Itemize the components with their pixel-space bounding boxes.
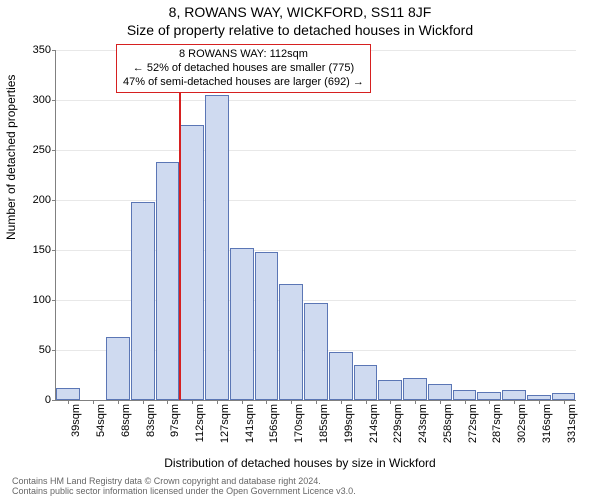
xtick-label: 199sqm (343, 404, 355, 443)
xtick-mark (415, 400, 416, 404)
ytick-mark (52, 350, 56, 351)
reference-line (179, 50, 181, 400)
annotation-line-2: ← 52% of detached houses are smaller (77… (123, 62, 364, 76)
annotation-line-3: 47% of semi-detached houses are larger (… (123, 76, 364, 90)
xtick-mark (564, 400, 565, 404)
histogram-bar (180, 125, 204, 400)
histogram-bar (403, 378, 427, 400)
xtick-mark (514, 400, 515, 404)
plot-area: 05010015020025030035039sqm54sqm68sqm83sq… (55, 50, 576, 401)
xtick-label: 170sqm (293, 404, 305, 443)
xtick-label: 68sqm (120, 404, 132, 437)
histogram-bar (131, 202, 155, 400)
ytick-label: 300 (21, 94, 51, 106)
histogram-bar (477, 392, 501, 400)
histogram-bar (354, 365, 378, 400)
histogram-bar (552, 393, 576, 400)
gridline (56, 200, 576, 201)
histogram-bar (106, 337, 130, 400)
ytick-label: 200 (21, 194, 51, 206)
xtick-mark (242, 400, 243, 404)
histogram-bar (156, 162, 180, 400)
x-axis-label: Distribution of detached houses by size … (0, 456, 600, 470)
ytick-mark (52, 250, 56, 251)
annotation-box: 8 ROWANS WAY: 112sqm← 52% of detached ho… (116, 44, 371, 93)
ytick-mark (52, 50, 56, 51)
histogram-bar (453, 390, 477, 400)
xtick-mark (366, 400, 367, 404)
xtick-label: 127sqm (219, 404, 231, 443)
histogram-bar (56, 388, 80, 400)
xtick-label: 272sqm (467, 404, 479, 443)
xtick-label: 287sqm (491, 404, 503, 443)
xtick-mark (539, 400, 540, 404)
ytick-mark (52, 150, 56, 151)
ytick-mark (52, 200, 56, 201)
xtick-mark (143, 400, 144, 404)
xtick-label: 83sqm (145, 404, 157, 437)
xtick-label: 39sqm (70, 404, 82, 437)
annotation-line-1: 8 ROWANS WAY: 112sqm (123, 48, 364, 62)
xtick-label: 97sqm (169, 404, 181, 437)
y-axis-label: Number of detached properties (4, 75, 18, 240)
histogram-bar (255, 252, 279, 400)
xtick-mark (440, 400, 441, 404)
histogram-bar (502, 390, 526, 400)
gridline (56, 150, 576, 151)
histogram-bar (329, 352, 353, 400)
xtick-mark (93, 400, 94, 404)
histogram-bar (428, 384, 452, 400)
caption: Contains HM Land Registry data © Crown c… (12, 477, 356, 497)
xtick-label: 185sqm (318, 404, 330, 443)
histogram-bar (279, 284, 303, 400)
page-subtitle: Size of property relative to detached ho… (0, 22, 600, 38)
xtick-label: 243sqm (417, 404, 429, 443)
ytick-label: 100 (21, 294, 51, 306)
xtick-label: 54sqm (95, 404, 107, 437)
histogram-bar (304, 303, 328, 400)
xtick-mark (316, 400, 317, 404)
xtick-label: 302sqm (516, 404, 528, 443)
xtick-label: 214sqm (368, 404, 380, 443)
xtick-mark (118, 400, 119, 404)
ytick-label: 250 (21, 144, 51, 156)
xtick-mark (465, 400, 466, 404)
ytick-label: 150 (21, 244, 51, 256)
ytick-label: 350 (21, 44, 51, 56)
xtick-label: 112sqm (194, 404, 206, 442)
ytick-label: 50 (21, 344, 51, 356)
xtick-label: 156sqm (268, 404, 280, 443)
xtick-label: 229sqm (392, 404, 404, 443)
xtick-label: 331sqm (566, 404, 578, 443)
histogram-bar (230, 248, 254, 400)
histogram-bar (205, 95, 229, 400)
ytick-mark (52, 300, 56, 301)
gridline (56, 100, 576, 101)
chart-container: 8, ROWANS WAY, WICKFORD, SS11 8JF Size o… (0, 0, 600, 500)
xtick-mark (341, 400, 342, 404)
caption-line-2: Contains public sector information licen… (12, 486, 356, 496)
ytick-mark (52, 100, 56, 101)
xtick-label: 141sqm (244, 404, 256, 443)
ytick-label: 0 (21, 394, 51, 406)
xtick-label: 316sqm (541, 404, 553, 443)
xtick-mark (217, 400, 218, 404)
xtick-label: 258sqm (442, 404, 454, 443)
ytick-mark (52, 400, 56, 401)
caption-line-1: Contains HM Land Registry data © Crown c… (12, 476, 321, 486)
page-title-address: 8, ROWANS WAY, WICKFORD, SS11 8JF (0, 4, 600, 20)
histogram-bar (378, 380, 402, 400)
